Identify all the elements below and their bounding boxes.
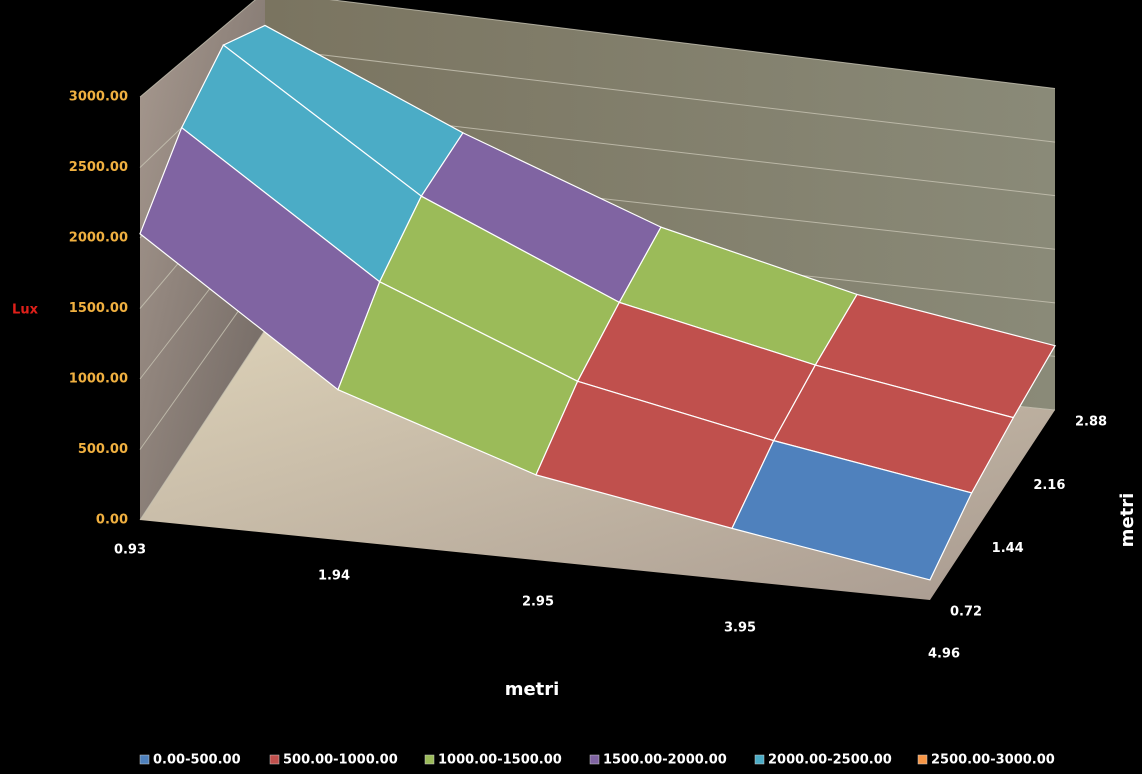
legend-swatch <box>424 754 435 765</box>
x-tick-label: 4.96 <box>928 647 960 662</box>
y-tick-label: 500.00 <box>78 442 128 457</box>
surface-cell <box>731 439 973 581</box>
legend-label: 500.00-1000.00 <box>283 753 398 768</box>
legend-label: 0.00-500.00 <box>153 753 241 768</box>
depth-axis-title: metri <box>1117 493 1138 548</box>
depth-tick-label: 2.16 <box>1033 478 1065 493</box>
grid-line <box>139 0 1056 98</box>
x-tick-label: 2.95 <box>522 595 554 610</box>
legend-swatch <box>917 754 928 765</box>
legend-label: 1000.00-1500.00 <box>438 753 562 768</box>
x-tick-label: 3.95 <box>724 620 756 635</box>
legend-swatch <box>754 754 765 765</box>
y-tick-label: 2000.00 <box>69 231 128 246</box>
y-tick-label: 0.00 <box>96 513 128 528</box>
y-tick-label: 2500.00 <box>69 160 128 175</box>
y-tick-label: 1000.00 <box>69 372 128 387</box>
depth-tick-label: 0.72 <box>950 605 982 620</box>
depth-tick-label: 1.44 <box>992 541 1024 556</box>
y-tick-label: 1500.00 <box>69 301 128 316</box>
value-axis-title: Lux <box>12 303 39 318</box>
x-axis-title: metri <box>505 679 560 700</box>
depth-tick-label: 2.88 <box>1075 415 1107 430</box>
legend-swatch <box>589 754 600 765</box>
legend-swatch <box>269 754 280 765</box>
y-tick-label: 3000.00 <box>69 90 128 105</box>
legend-label: 2500.00-3000.00 <box>931 753 1055 768</box>
legend-label: 2000.00-2500.00 <box>768 753 892 768</box>
x-tick-label: 0.93 <box>114 543 146 558</box>
legend-swatch <box>139 754 150 765</box>
legend-label: 1500.00-2000.00 <box>603 753 727 768</box>
x-tick-label: 1.94 <box>318 569 350 584</box>
